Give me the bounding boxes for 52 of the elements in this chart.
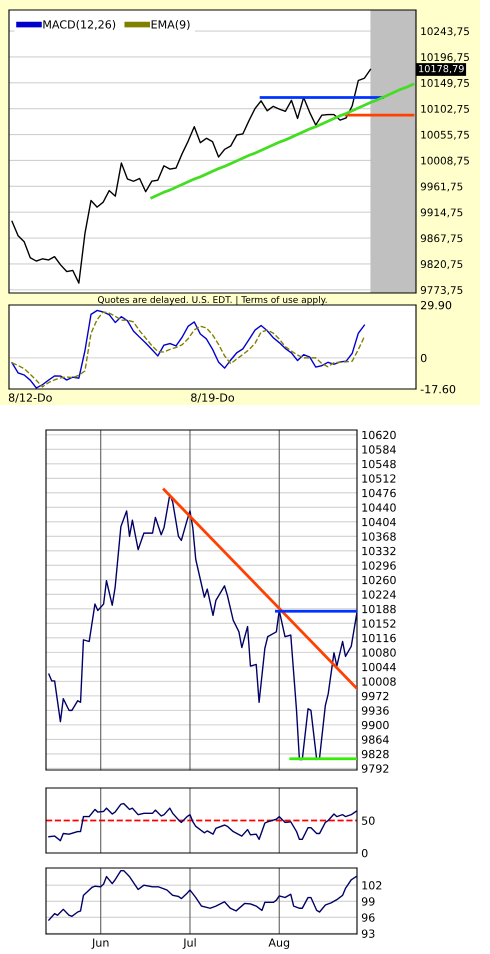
y-tick-label: 9867,75	[420, 234, 462, 244]
y-tick-label: 29.90	[420, 300, 452, 310]
y-tick-label: 9773,75	[420, 286, 462, 296]
x-tick-label: Jul	[182, 938, 196, 949]
y-tick-label: 9961,75	[420, 182, 462, 192]
y-tick-label: 9864	[362, 735, 389, 744]
y-tick-label: 0	[362, 848, 368, 858]
y-tick-label: 102	[362, 881, 382, 890]
y-tick-label: 99	[362, 897, 375, 906]
y-tick-label: 9972	[362, 692, 388, 700]
x-tick-label: 8/12-Do	[8, 393, 52, 403]
y-tick-label: 10055,75	[421, 130, 469, 140]
y-tick-label: 10476	[362, 488, 396, 498]
y-tick-label: 9900	[362, 720, 389, 730]
x-tick-label: Aug	[268, 938, 290, 949]
y-tick-label: 10224	[362, 590, 396, 599]
y-tick-label: 10080	[362, 648, 396, 657]
y-tick-label: 10044	[362, 662, 396, 672]
y-tick-label: 10332	[362, 546, 396, 556]
y-tick-label: 10243,75	[421, 27, 469, 36]
y-tick-label: 10512	[362, 474, 396, 483]
legend-label: MACD(12,26)	[43, 20, 116, 30]
y-tick-label: 93	[362, 929, 374, 938]
text: 10178,79	[419, 64, 464, 74]
y-tick-label: 10548	[362, 460, 396, 468]
y-tick-label: 50	[362, 816, 375, 825]
y-tick-label: 0	[420, 354, 426, 362]
y-tick-label: 10196,75	[421, 53, 469, 62]
y-tick-label: 10368	[362, 532, 396, 541]
y-tick-label: 10260	[362, 576, 396, 584]
y-tick-label: 10008,75	[421, 156, 469, 166]
y-tick-label: 10404	[362, 518, 396, 526]
y-tick-label: 9914,75	[420, 208, 462, 218]
x-tick-label: 8/19-Do	[191, 393, 234, 403]
y-tick-label: 10440	[362, 503, 396, 512]
y-tick-label: 10102,75	[421, 104, 469, 114]
y-tick-label: 10584	[362, 445, 396, 454]
y-tick-label: 9792	[362, 764, 388, 773]
y-tick-label: 10620	[362, 430, 396, 440]
y-tick-label: 9936	[362, 706, 389, 715]
y-tick-label: 10008	[362, 677, 396, 686]
y-tick-label: 10296	[362, 561, 396, 570]
y-tick-label: 96	[362, 913, 375, 922]
y-tick-label: 9820,75	[420, 260, 462, 270]
y-tick-label: 9828	[362, 750, 389, 758]
x-tick-label: Jun	[91, 938, 108, 949]
y-tick-label: -17.60	[420, 384, 456, 394]
y-tick-label: 10149,75	[421, 79, 469, 88]
legend-label: EMA(9)	[152, 20, 190, 30]
y-tick-label: 10152	[362, 619, 396, 628]
y-tick-label: 10188	[362, 604, 396, 614]
y-tick-label: 10116	[362, 634, 396, 642]
